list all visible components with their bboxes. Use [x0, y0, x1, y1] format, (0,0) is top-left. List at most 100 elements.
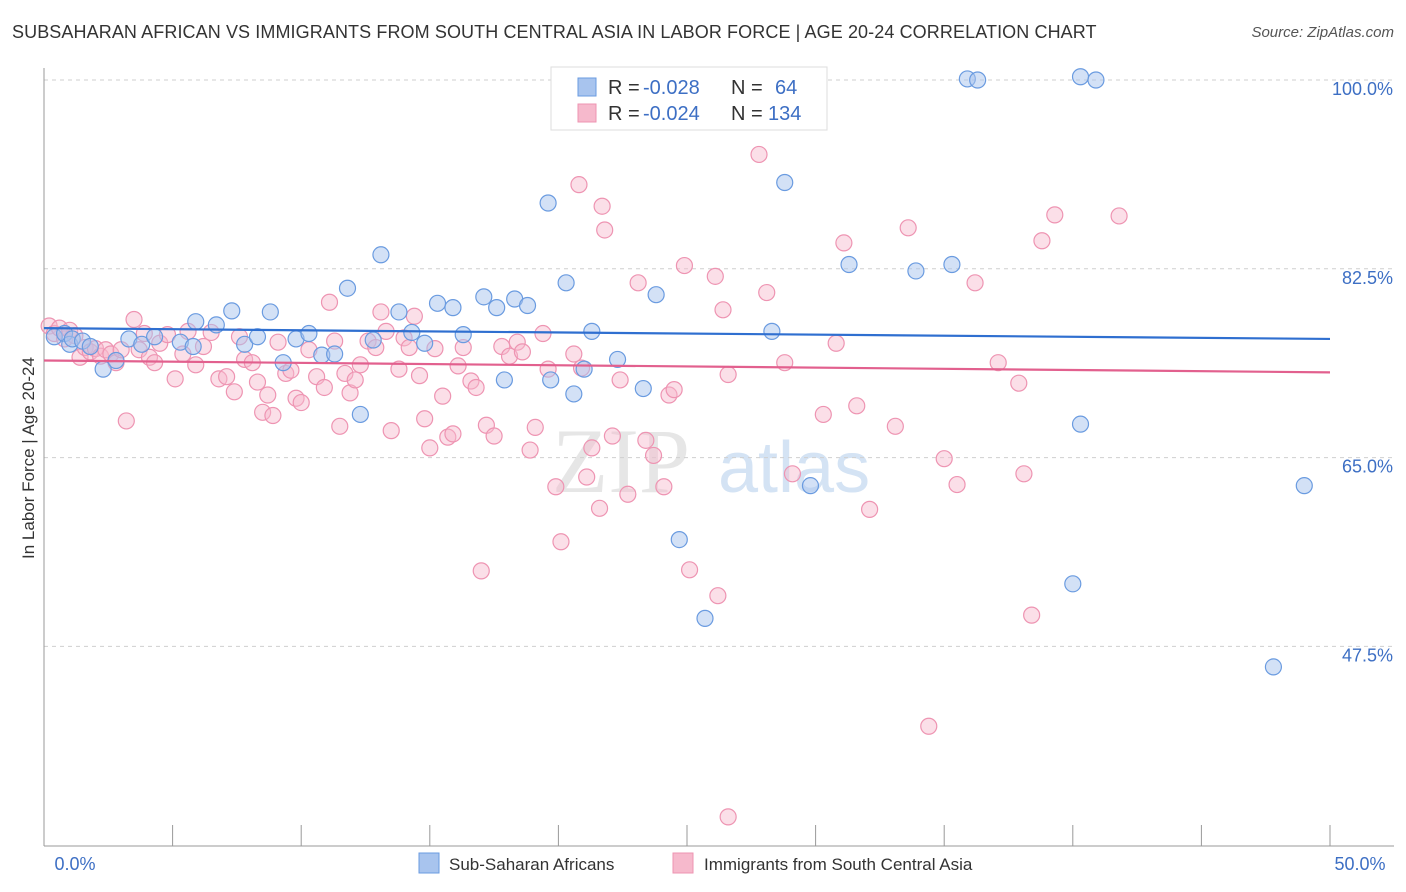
pink-point [351, 356, 369, 374]
blue-point [416, 334, 434, 352]
y-tick-label: 100.0% [1332, 79, 1393, 99]
x-ticks [43, 825, 1331, 846]
pink-point [675, 256, 694, 275]
pink-point [714, 301, 732, 319]
pink-point [187, 356, 205, 374]
stats-swatch-blue [577, 77, 597, 97]
pink-point [449, 357, 467, 375]
pink-point [372, 303, 390, 321]
y-axis-title: In Labor Force | Age 20-24 [19, 357, 38, 559]
pink-point [513, 343, 531, 361]
pink-point [248, 373, 267, 391]
pink-point [434, 387, 452, 405]
pink-point [709, 587, 727, 605]
pink-point [526, 418, 544, 436]
pink-point [814, 405, 832, 424]
pink-point [467, 378, 485, 397]
pink-point [719, 365, 737, 384]
pink-point [382, 422, 400, 440]
pink-point [341, 384, 359, 402]
blue-point [372, 246, 390, 264]
chart-title: SUBSAHARAN AFRICAN VS IMMIGRANTS FROM SO… [12, 22, 1097, 42]
pink-point [547, 478, 565, 496]
blue-point [943, 255, 961, 274]
blue-point [565, 385, 583, 403]
blue-point [583, 322, 601, 340]
stats-r-value-pink: -0.024 [643, 103, 700, 125]
pink-point [292, 393, 310, 412]
legend-label-blue: Sub-Saharan Africans [449, 855, 614, 874]
pink-point [485, 427, 503, 445]
pink-point [758, 283, 776, 302]
y-tick-label: 47.5% [1342, 645, 1393, 665]
blue-point [776, 173, 794, 192]
pink-point [472, 562, 490, 580]
blue-point [1071, 415, 1090, 433]
pink-point [565, 345, 583, 363]
blue-point [670, 530, 688, 549]
stats-r-label-pink: R = [608, 103, 640, 125]
pink-point [590, 499, 609, 517]
pink-point [629, 274, 647, 292]
pink-point [390, 360, 408, 378]
blue-point [444, 299, 462, 317]
stats-n-value-blue: 64 [775, 77, 797, 99]
blue-point [248, 328, 267, 346]
axes [43, 68, 1394, 847]
pink-point [861, 500, 879, 518]
legend-label-pink: Immigrants from South Central Asia [704, 855, 973, 874]
pink-point [706, 267, 724, 285]
pink-point [637, 431, 655, 449]
y-tick-labels: 47.5% 65.0% 82.5% 100.0% [1332, 79, 1393, 665]
trend-line-blue [43, 327, 1331, 341]
pink-point [783, 465, 802, 483]
blue-point [390, 303, 408, 321]
blue-point [454, 326, 472, 344]
y-tick-label: 65.0% [1342, 457, 1393, 477]
pink-point [534, 324, 552, 343]
pink-point [989, 354, 1007, 372]
pink-point [400, 338, 418, 357]
blue-point [1264, 658, 1283, 676]
blue-point [488, 299, 506, 317]
pink-point [719, 808, 737, 826]
blue-point [634, 379, 652, 398]
trend-lines [43, 327, 1331, 374]
pink-point [583, 439, 601, 457]
blue-point [1087, 71, 1105, 89]
pink-point [410, 367, 429, 385]
blue-point [1071, 68, 1090, 86]
x-tick-label-min: 0.0% [54, 854, 95, 874]
pink-point [899, 219, 917, 237]
pink-point [848, 397, 866, 415]
pink-point [827, 334, 845, 352]
pink-point [320, 293, 339, 311]
pink-point [1046, 206, 1064, 224]
pink-point [444, 425, 462, 443]
pink-point [948, 475, 966, 494]
blue-point [223, 302, 241, 320]
blue-point [364, 331, 382, 349]
blue-point [184, 337, 202, 356]
watermark-atlas: atlas [718, 428, 870, 508]
legend-swatch-blue [418, 852, 440, 874]
blue-point [907, 262, 925, 280]
pink-point [405, 307, 423, 325]
blue-point [696, 609, 714, 627]
blue-point [495, 371, 513, 389]
blue-point [801, 477, 820, 495]
pink-point [920, 717, 938, 735]
stats-n-label-blue: N = [731, 77, 763, 99]
blue-point [969, 71, 987, 89]
watermark: ZIP atlas [552, 410, 870, 512]
pink-point [644, 446, 663, 465]
pink-point [750, 145, 768, 164]
pink-point [218, 368, 236, 386]
blue-point [840, 255, 858, 274]
pink-point [1010, 374, 1028, 392]
pink-point [593, 197, 611, 215]
blue-series [45, 68, 1313, 676]
pink-point [966, 274, 984, 292]
legend-swatch-pink [672, 852, 694, 874]
blue-point [518, 296, 537, 315]
